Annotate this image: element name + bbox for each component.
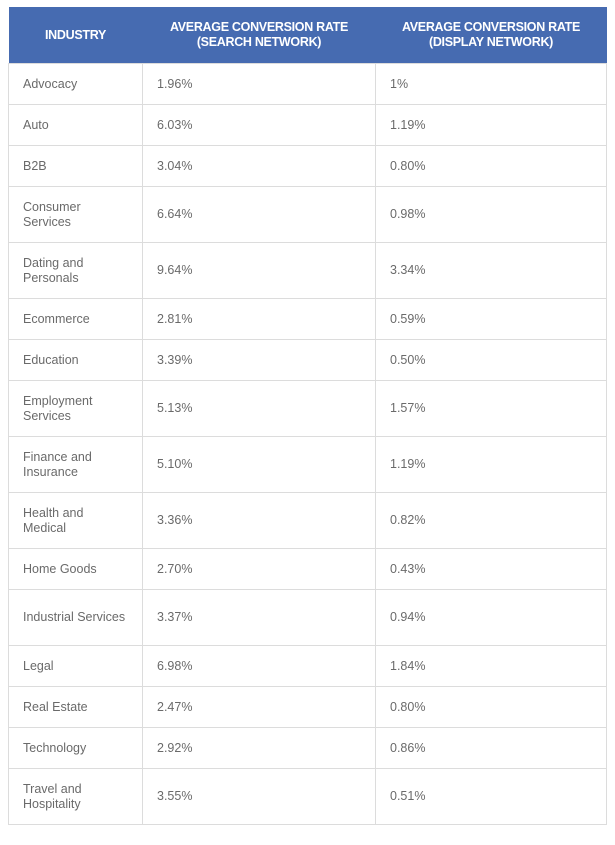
industry-cell: Industrial Services [8,589,143,646]
table-row: Education 3.39% 0.50% [8,339,607,381]
display-rate-cell: 1.19% [375,436,607,493]
display-rate-cell: 0.82% [375,492,607,549]
search-rate-cell: 1.96% [142,63,376,105]
table-row: Auto 6.03% 1.19% [8,104,607,146]
search-rate-cell: 3.55% [142,768,376,825]
header-row: INDUSTRY AVERAGE CONVERSION RATE (SEARCH… [8,7,607,64]
industry-cell: Home Goods [8,548,143,590]
conversion-rate-table-container: INDUSTRY AVERAGE CONVERSION RATE (SEARCH… [8,7,607,825]
table-row: Technology 2.92% 0.86% [8,727,607,769]
table-row: Legal 6.98% 1.84% [8,645,607,687]
table-row: Advocacy 1.96% 1% [8,63,607,105]
table-row: Industrial Services 3.37% 0.94% [8,589,607,646]
search-rate-cell: 3.04% [142,145,376,187]
display-rate-cell: 0.43% [375,548,607,590]
industry-cell: Advocacy [8,63,143,105]
header-industry: INDUSTRY [8,7,143,64]
search-rate-cell: 6.98% [142,645,376,687]
table-row: Real Estate 2.47% 0.80% [8,686,607,728]
search-rate-cell: 5.10% [142,436,376,493]
industry-cell: Auto [8,104,143,146]
table-row: Dating and Personals 9.64% 3.34% [8,242,607,299]
industry-cell: Finance and Insurance [8,436,143,493]
header-display-network: AVERAGE CONVERSION RATE (DISPLAY NETWORK… [375,7,607,64]
table-row: Consumer Services 6.64% 0.98% [8,186,607,243]
search-rate-cell: 5.13% [142,380,376,437]
table-row: Ecommerce 2.81% 0.59% [8,298,607,340]
search-rate-cell: 6.64% [142,186,376,243]
display-rate-cell: 0.80% [375,145,607,187]
search-rate-cell: 2.70% [142,548,376,590]
display-rate-cell: 1% [375,63,607,105]
industry-cell: Consumer Services [8,186,143,243]
table-row: Employment Services 5.13% 1.57% [8,380,607,437]
search-rate-cell: 2.92% [142,727,376,769]
industry-cell: Ecommerce [8,298,143,340]
display-rate-cell: 0.51% [375,768,607,825]
display-rate-cell: 0.94% [375,589,607,646]
industry-cell: Health and Medical [8,492,143,549]
display-rate-cell: 1.84% [375,645,607,687]
display-rate-cell: 1.57% [375,380,607,437]
industry-cell: Travel and Hospitality [8,768,143,825]
search-rate-cell: 6.03% [142,104,376,146]
industry-cell: B2B [8,145,143,187]
search-rate-cell: 9.64% [142,242,376,299]
display-rate-cell: 0.80% [375,686,607,728]
display-rate-cell: 0.98% [375,186,607,243]
header-search-network: AVERAGE CONVERSION RATE (SEARCH NETWORK) [142,7,376,64]
table-row: B2B 3.04% 0.80% [8,145,607,187]
industry-cell: Legal [8,645,143,687]
industry-cell: Employment Services [8,380,143,437]
search-rate-cell: 3.39% [142,339,376,381]
table-row: Home Goods 2.70% 0.43% [8,548,607,590]
table-body: Advocacy 1.96% 1% Auto 6.03% 1.19% B2B 3… [8,63,607,825]
conversion-rate-table: INDUSTRY AVERAGE CONVERSION RATE (SEARCH… [8,7,607,825]
table-row: Finance and Insurance 5.10% 1.19% [8,436,607,493]
display-rate-cell: 0.50% [375,339,607,381]
industry-cell: Technology [8,727,143,769]
industry-cell: Real Estate [8,686,143,728]
search-rate-cell: 2.47% [142,686,376,728]
industry-cell: Education [8,339,143,381]
table-row: Health and Medical 3.36% 0.82% [8,492,607,549]
search-rate-cell: 3.36% [142,492,376,549]
display-rate-cell: 1.19% [375,104,607,146]
search-rate-cell: 3.37% [142,589,376,646]
table-row: Travel and Hospitality 3.55% 0.51% [8,768,607,825]
industry-cell: Dating and Personals [8,242,143,299]
table-header: INDUSTRY AVERAGE CONVERSION RATE (SEARCH… [8,7,607,64]
display-rate-cell: 0.86% [375,727,607,769]
display-rate-cell: 0.59% [375,298,607,340]
display-rate-cell: 3.34% [375,242,607,299]
search-rate-cell: 2.81% [142,298,376,340]
